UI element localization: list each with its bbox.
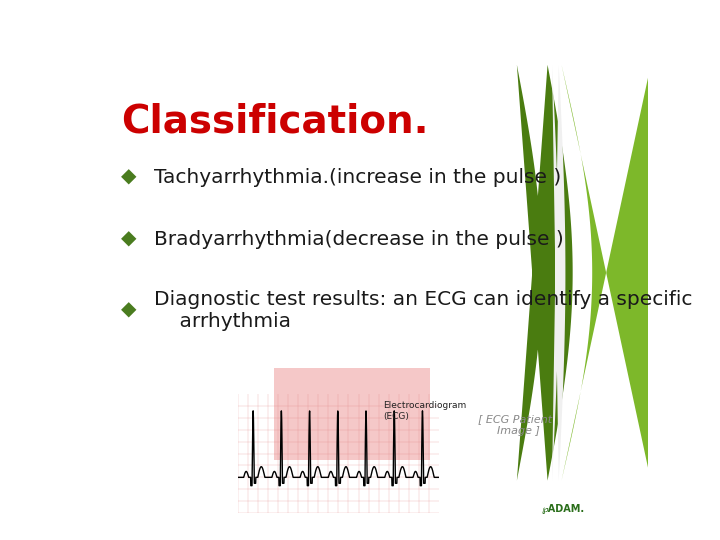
Text: ◆: ◆ xyxy=(121,167,136,186)
FancyBboxPatch shape xyxy=(274,368,431,460)
Text: ℘ADAM.: ℘ADAM. xyxy=(542,504,585,514)
Text: ◆: ◆ xyxy=(121,301,136,320)
Text: Diagnostic test results: an ECG can identify a specific
    arrhythmia: Diagnostic test results: an ECG can iden… xyxy=(154,289,693,330)
Text: Tachyarrhythmia.(increase in the pulse ): Tachyarrhythmia.(increase in the pulse ) xyxy=(154,167,562,186)
Text: Bradyarrhythmia(decrease in the pulse ): Bradyarrhythmia(decrease in the pulse ) xyxy=(154,230,564,249)
Text: Classification.: Classification. xyxy=(121,102,428,140)
Polygon shape xyxy=(552,65,565,481)
Polygon shape xyxy=(517,65,572,481)
Text: Electrocardiogram
(ECG): Electrocardiogram (ECG) xyxy=(383,401,466,421)
Text: [ ECG Patient
  Image ]: [ ECG Patient Image ] xyxy=(478,415,552,436)
Text: ◆: ◆ xyxy=(121,230,136,249)
Polygon shape xyxy=(562,65,651,481)
